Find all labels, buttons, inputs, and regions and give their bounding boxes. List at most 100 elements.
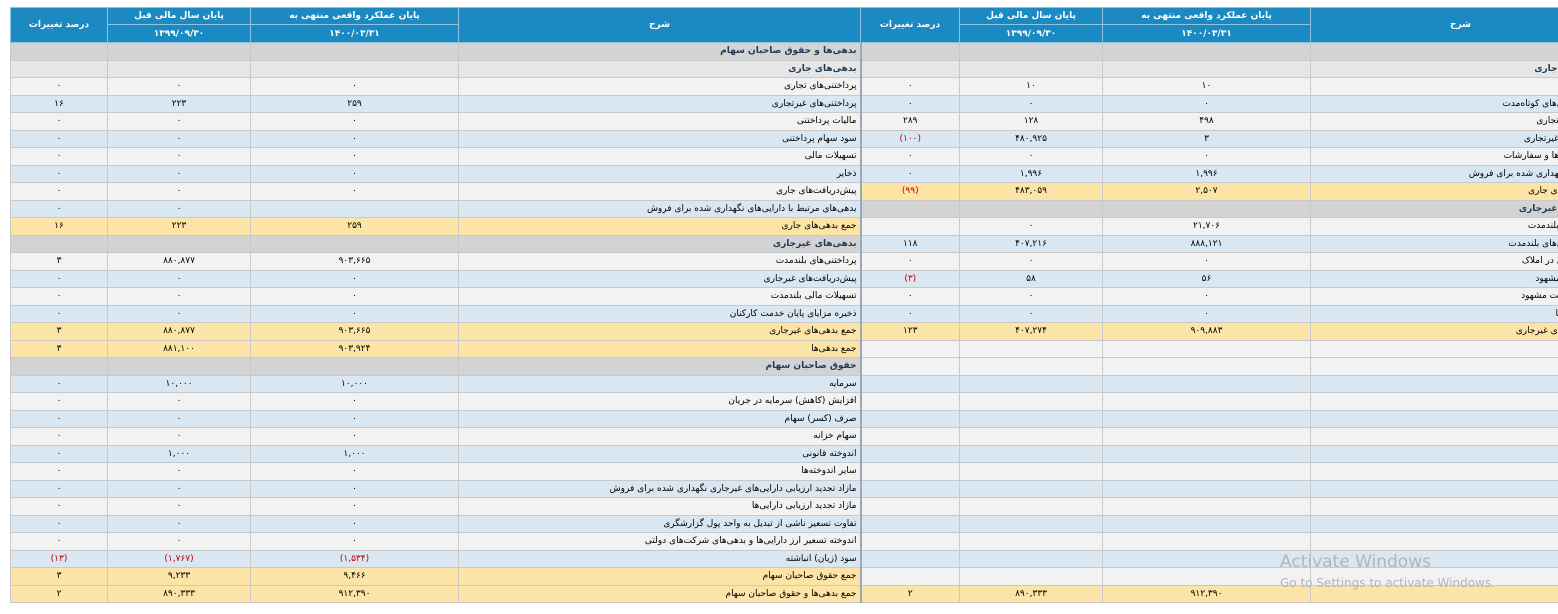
liabilities-desc-cell: پرداختنی‌های تجاری [458,77,862,96]
header-desc-liabilities: شرح [458,7,861,43]
assets-pct-cell [860,217,960,236]
assets-actual-cell [1102,462,1311,481]
assets-actual-cell: ۱,۹۹۶ [1102,164,1311,183]
header-date-row: ۱۴۰۰/۰۳/۳۱ ۱۳۹۹/۰۹/۳۰ ۱۴۰۰/۰۳/۳۱ ۱۳۹۹/۰۹… [11,24,1558,43]
assets-desc-cell [1310,462,1558,481]
table-row: جمع حقوق صاحبان سهام ۹,۴۶۶ ۹,۲۳۳ ۳ [10,567,1558,586]
liabilities-prev-cell: ۰ [107,409,251,428]
liabilities-prev-cell: ۲۲۳ [107,94,251,113]
liabilities-prev-cell: ۰ [107,287,251,306]
liabilities-prev-cell: ۰ [107,182,251,201]
liabilities-prev-cell: ۱۰,۰۰۰ [107,374,251,393]
liabilities-actual-cell: ۰ [250,269,459,288]
liabilities-pct-cell [10,357,108,376]
assets-actual-cell [1102,497,1311,516]
liabilities-pct-cell: ۰ [10,269,108,288]
liabilities-desc-cell: اندوخته قانونی [458,444,862,463]
table-row: سرمایه‌گذاری‌های بلندمدت۸۸۸,۱۲۱۴۰۷,۲۱۶۱۱… [10,234,1558,253]
liabilities-actual-cell [250,234,459,253]
assets-desc-cell [1310,357,1558,376]
liabilities-desc-cell: صرف (کسر) سهام [458,409,862,428]
assets-desc-cell [1310,427,1558,446]
header-actual-date-assets: ۱۴۰۰/۰۳/۳۱ [1102,24,1311,43]
table-row: اندوخته قانونی ۱,۰۰۰ ۱,۰۰۰ ۰ [10,444,1558,463]
liabilities-pct-cell: ۰ [10,147,108,166]
liabilities-actual-cell: ۲۵۹ [250,94,459,113]
assets-actual-cell [1102,59,1311,78]
assets-actual-cell: ۲,۵۰۷ [1102,182,1311,201]
assets-prev-cell [959,42,1103,61]
assets-actual-cell [1102,339,1311,358]
assets-desc-cell [1310,374,1558,393]
activate-windows-hint: Go to Settings to activate Windows. [1280,576,1495,590]
liabilities-pct-cell: ۰ [10,444,108,463]
liabilities-actual-cell: ۰ [250,497,459,516]
assets-prev-cell: ۰ [959,94,1103,113]
liabilities-prev-cell: ۰ [107,497,251,516]
liabilities-actual-cell: ۱,۰۰۰ [250,444,459,463]
assets-actual-cell: ۰ [1102,147,1311,166]
liabilities-actual-cell: ۲۵۹ [250,217,459,236]
liabilities-pct-cell: ۰ [10,462,108,481]
liabilities-actual-cell: ۱۰,۰۰۰ [250,374,459,393]
assets-pct-cell: ۱۱۸ [860,234,960,253]
assets-actual-cell [1102,392,1311,411]
assets-desc-cell: دریافتنی‌های بلندمدت [1310,217,1558,236]
liabilities-pct-cell: ۰ [10,112,108,131]
liabilities-actual-cell: (۱,۵۳۴) [250,549,459,568]
liabilities-desc-cell: بدهی‌های جاری [458,59,862,78]
assets-pct-cell [860,479,960,498]
liabilities-actual-cell: ۹۰۳,۹۲۴ [250,339,459,358]
assets-pct-cell [860,567,960,586]
table-row: دارایی‌های نگهداری شده برای فروش۱,۹۹۶۱,۹… [10,164,1558,183]
liabilities-actual-cell [250,42,459,61]
liabilities-prev-cell: ۰ [107,514,251,533]
activate-windows-title: Activate Windows [1280,552,1431,572]
table-row: صرف (کسر) سهام ۰ ۰ ۰ [10,409,1558,428]
liabilities-actual-cell: ۰ [250,112,459,131]
table-row: تفاوت تسعیر ناشی از تبدیل به واحد پول گز… [10,514,1558,533]
table-row: مازاد تجدید ارزیابی دارایی‌ها ۰ ۰ ۰ [10,497,1558,516]
liabilities-desc-cell: بدهی‌ها و حقوق صاحبان سهام [458,42,862,61]
liabilities-desc-cell: افزایش (کاهش) سرمایه در جریان [458,392,862,411]
header-actual-liabilities: پایان عملکرد واقعی منتهی به [250,7,459,25]
assets-desc-cell: سرمایه‌گذاری‌های بلندمدت [1310,234,1558,253]
assets-pct-cell [860,514,960,533]
liabilities-desc-cell: سهام خزانه [458,427,862,446]
liabilities-prev-cell: ۱,۰۰۰ [107,444,251,463]
liabilities-pct-cell: ۰ [10,129,108,148]
liabilities-pct-cell: ۱۶ [10,94,108,113]
header-actual-assets: پایان عملکرد واقعی منتهی به [1102,7,1311,25]
assets-actual-cell [1102,199,1311,218]
assets-pct-cell: ۰ [860,94,960,113]
table-row: سود (زیان) انباشته (۱,۵۳۴) (۱,۷۶۷) (۱۳) [10,549,1558,568]
assets-pct-cell: ۰ [860,252,960,271]
assets-pct-cell: ۰ [860,147,960,166]
liabilities-prev-cell: ۰ [107,164,251,183]
assets-desc-cell [1310,567,1558,586]
table-row: جمع دارایی‌های جاری۲,۵۰۷۴۸۳,۰۵۹(۹۹)پیش‌د… [10,182,1558,201]
liabilities-prev-cell: ۰ [107,532,251,551]
liabilities-actual-cell: ۰ [250,392,459,411]
header-actual-date-liabilities: ۱۴۰۰/۰۳/۳۱ [250,24,459,43]
table-row: دارایی‌های جاری بدهی‌های جاری [10,59,1558,78]
liabilities-pct-cell: ۰ [10,287,108,306]
assets-pct-cell [860,374,960,393]
table-row: جمع بدهی‌ها ۹۰۳,۹۲۴ ۸۸۱,۱۰۰ ۳ [10,339,1558,358]
table-row: سرمایه‌گذاری‌های کوتاه‌مدت۰۰۰پرداختنی‌ها… [10,94,1558,113]
liabilities-prev-cell: ۰ [107,392,251,411]
liabilities-desc-cell: جمع بدهی‌های جاری [458,217,862,236]
liabilities-actual-cell: ۰ [250,77,459,96]
liabilities-desc-cell: مالیات پرداختنی [458,112,862,131]
liabilities-desc-cell: اندوخته تسعیر ارز دارایی‌ها و بدهی‌های ش… [458,532,862,551]
liabilities-actual-cell: ۹۱۲,۳۹۰ [250,584,459,603]
assets-prev-cell: ۰ [959,304,1103,323]
header-prev-date-liabilities: ۱۳۹۹/۰۹/۳۰ [107,24,251,43]
assets-actual-cell [1102,374,1311,393]
assets-actual-cell [1102,479,1311,498]
table-row: سایر اندوخته‌ها ۰ ۰ ۰ [10,462,1558,481]
assets-pct-cell [860,462,960,481]
assets-prev-cell: ۴۸۰,۹۲۵ [959,129,1103,148]
